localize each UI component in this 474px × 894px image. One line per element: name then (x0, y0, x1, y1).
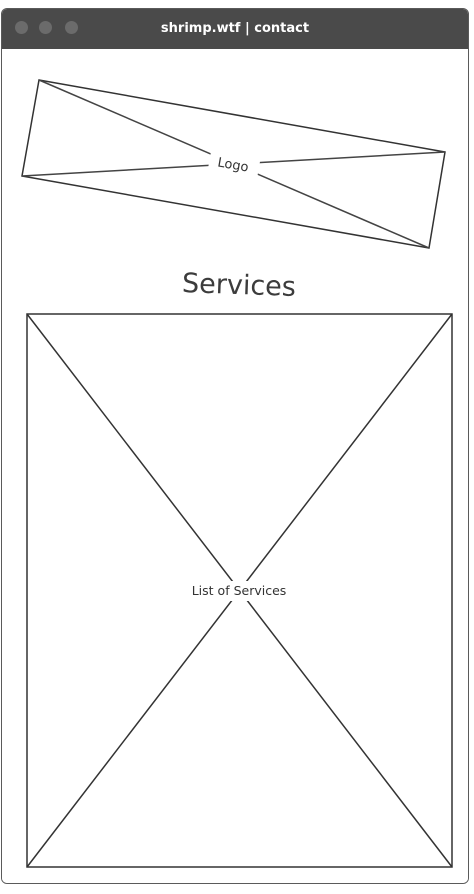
title-bar: shrimp.wtf | contact (2, 9, 468, 49)
close-window-button[interactable] (15, 21, 28, 34)
wireframe-canvas: Logo Services List of Services (21, 79, 453, 868)
maximize-window-button[interactable] (65, 21, 78, 34)
services-list-label-backdrop (188, 581, 290, 601)
logo-placeholder: Logo (21, 79, 446, 249)
services-list-label: List of Services (192, 583, 287, 598)
minimize-window-button[interactable] (39, 21, 52, 34)
logo-label-backdrop (207, 150, 261, 180)
browser-window: shrimp.wtf | contact Logo Services List … (1, 8, 469, 884)
services-heading: Services (182, 268, 297, 303)
services-list-placeholder: List of Services (26, 313, 453, 868)
page-content: Logo Services List of Services (2, 49, 468, 883)
window-title: shrimp.wtf | contact (160, 21, 310, 36)
logo-label: Logo (216, 155, 249, 175)
